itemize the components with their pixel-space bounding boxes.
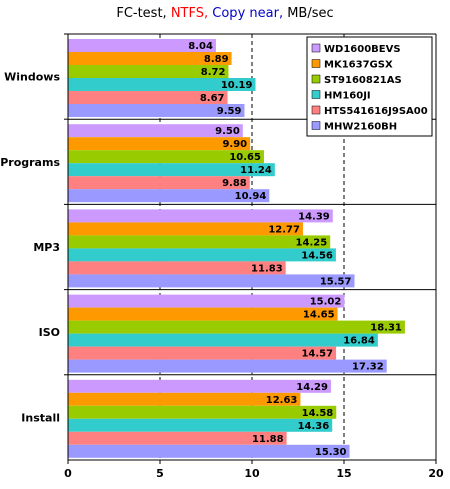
bar — [68, 346, 337, 360]
bar — [68, 444, 350, 458]
legend-entry: HM160JI — [324, 91, 371, 102]
legend-entry: WD1600BEVS — [324, 44, 401, 55]
data-label: 14.39 — [298, 211, 330, 222]
data-label: 12.63 — [266, 395, 298, 406]
bar — [68, 137, 251, 151]
title-part-fs: NTFS, — [170, 6, 209, 21]
category-label: Windows — [4, 71, 60, 84]
data-label: 10.19 — [221, 80, 253, 91]
bar — [68, 104, 245, 117]
bar — [68, 261, 286, 275]
data-label: 10.65 — [229, 152, 261, 163]
data-label: 8.04 — [188, 41, 213, 52]
legend-swatch — [311, 90, 321, 99]
legend-swatch — [311, 43, 321, 53]
data-label: 10.94 — [235, 191, 267, 202]
data-label: 8.72 — [201, 67, 226, 78]
bar — [68, 431, 287, 445]
bar — [68, 307, 338, 321]
bar — [68, 379, 331, 393]
bar — [68, 91, 228, 104]
data-label: 8.67 — [200, 93, 225, 104]
x-tick-label: 5 — [156, 467, 164, 480]
legend-entry: MHW2160BH — [324, 122, 397, 133]
legend-entry: HTS541616J9SA00 — [324, 106, 428, 117]
data-label: 9.90 — [222, 139, 247, 150]
bar — [68, 333, 378, 347]
data-label: 17.32 — [352, 362, 384, 373]
data-label: 15.57 — [320, 276, 352, 287]
data-label: 14.36 — [298, 421, 330, 432]
title-part-test: FC-test, — [116, 6, 167, 21]
category-label: Install — [21, 411, 60, 424]
legend-box — [306, 36, 433, 137]
bar — [68, 418, 333, 432]
bar — [68, 294, 345, 308]
bar — [68, 235, 331, 249]
x-tick-label: 10 — [244, 467, 260, 480]
bar — [68, 163, 275, 177]
data-label: 14.29 — [296, 382, 328, 393]
legend-entry: MK1637GSX — [324, 60, 393, 71]
bar — [68, 65, 229, 78]
data-label: 18.31 — [370, 323, 402, 334]
bar — [68, 39, 216, 52]
legend-entry: ST9160821AS — [324, 75, 402, 86]
data-label: 14.65 — [303, 310, 335, 321]
bar — [68, 176, 250, 190]
bar — [68, 392, 301, 406]
data-label: 11.88 — [252, 434, 284, 445]
bar — [68, 150, 264, 164]
data-label: 9.88 — [222, 178, 247, 189]
data-label: 14.56 — [301, 250, 333, 261]
x-tick-label: 0 — [64, 467, 72, 480]
bar — [68, 274, 355, 288]
title-part-unit: MB/sec — [287, 6, 334, 21]
data-label: 9.59 — [217, 106, 242, 117]
data-label: 8.89 — [204, 54, 229, 65]
legend-swatch — [311, 105, 321, 115]
data-label: 14.25 — [296, 237, 328, 248]
data-label: 12.77 — [268, 224, 300, 235]
legend-swatch — [311, 74, 321, 84]
x-tick-label: 20 — [428, 467, 444, 480]
category-label: MP3 — [33, 241, 60, 254]
data-label: 15.02 — [310, 297, 342, 308]
data-label: 9.50 — [215, 126, 240, 137]
category-label: ISO — [39, 326, 60, 339]
legend-swatch — [311, 59, 321, 68]
bar — [68, 189, 270, 203]
x-tick-label: 15 — [336, 467, 351, 480]
data-label: 14.58 — [302, 408, 334, 419]
data-label: 16.84 — [343, 336, 375, 347]
bar — [68, 124, 243, 138]
title-part-mode: Copy near, — [212, 6, 284, 21]
data-label: 11.83 — [251, 263, 283, 274]
bar — [68, 248, 336, 262]
legend-swatch — [311, 121, 321, 130]
data-label: 14.57 — [301, 349, 333, 360]
bar — [68, 405, 337, 419]
data-label: 15.30 — [315, 447, 347, 458]
bar — [68, 359, 387, 373]
bar — [68, 320, 405, 334]
category-label: Programs — [0, 156, 60, 169]
chart-title: FC-test, NTFS, Copy near, MB/sec — [0, 6, 450, 21]
bar — [68, 52, 232, 65]
data-label: 11.24 — [240, 165, 272, 176]
bar — [68, 78, 256, 91]
bar — [68, 209, 333, 223]
bar — [68, 222, 303, 236]
